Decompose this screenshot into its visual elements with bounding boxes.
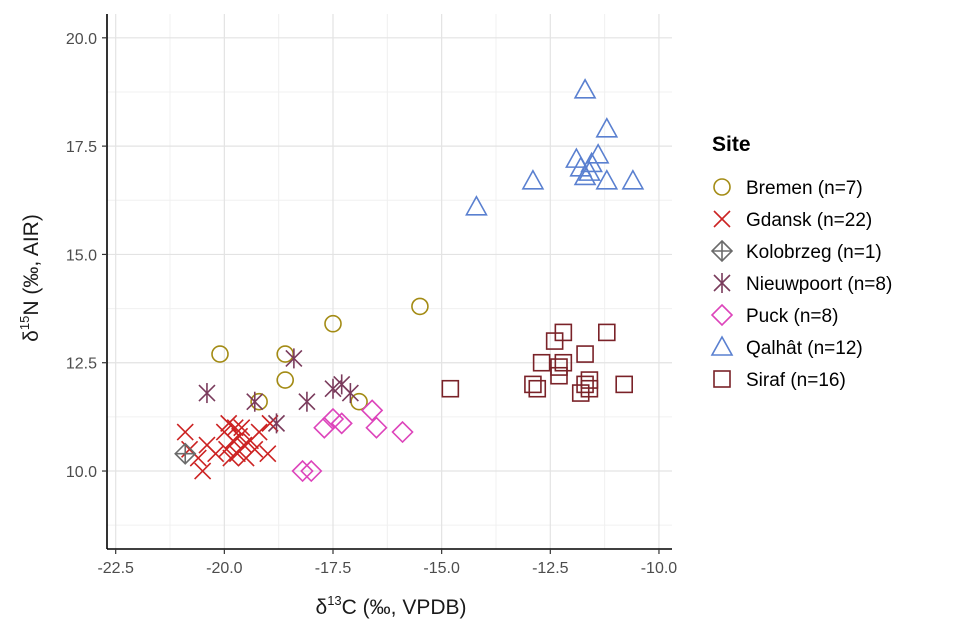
data-point [189, 449, 207, 467]
x-tick-label: -20.0 [206, 560, 243, 577]
data-point [441, 379, 460, 398]
data-point [324, 314, 342, 333]
data-point [276, 345, 294, 363]
data-point [313, 416, 336, 439]
y-tick-label: 17.5 [66, 139, 97, 156]
legend-label: Nieuwpoort (n=8) [746, 274, 892, 295]
legend-marker [713, 210, 731, 228]
x-tick-label: -17.5 [315, 560, 352, 577]
data-point [198, 383, 216, 404]
y-tick-label: 20.0 [66, 31, 97, 48]
x-tick-label: -22.5 [97, 560, 134, 577]
data-point [176, 423, 194, 441]
data-point [211, 345, 229, 363]
data-point [550, 358, 568, 376]
data-point [598, 323, 616, 342]
data-point [521, 169, 545, 190]
data-point [554, 323, 573, 342]
legend-marker [710, 303, 734, 327]
data-point [250, 392, 268, 411]
x-tick-label: -12.5 [532, 560, 569, 577]
data-point [300, 459, 323, 483]
legend-label: Puck (n=8) [746, 306, 838, 327]
legend-label: Gdansk (n=22) [746, 210, 872, 231]
legend-label: Bremen (n=7) [746, 178, 863, 199]
series [174, 442, 197, 465]
data-point [207, 445, 225, 463]
y-tick-label: 15.0 [66, 247, 97, 264]
data-point [259, 445, 277, 463]
x-axis-title: δ13C (‰, VPDB) [315, 593, 466, 619]
tick-labels: -22.5 -20.0 -17.5 -15.0 -12.5 -10.0 10.0 12.5 15… [66, 31, 677, 577]
legend-item: Kolobrzeg (n=1) [710, 239, 882, 263]
data-point [576, 375, 594, 394]
data-point [360, 399, 384, 422]
series [465, 78, 645, 216]
data-point [576, 345, 594, 363]
data-point [586, 143, 610, 164]
data-point [246, 440, 264, 458]
data-point [261, 414, 279, 432]
data-point [291, 459, 314, 483]
data-point [246, 391, 264, 412]
legend-label: Qalhât (n=12) [746, 338, 863, 359]
legend-title: Site [712, 133, 751, 156]
legend-marker [713, 370, 731, 388]
legend-item: Siraf (n=16) [713, 370, 846, 391]
legend-marker [713, 273, 731, 293]
legend-item: Nieuwpoort (n=8) [713, 273, 892, 295]
data-point [365, 416, 388, 439]
legend-label: Siraf (n=16) [746, 370, 846, 391]
data-point [621, 169, 645, 190]
series [291, 399, 414, 483]
data-point [532, 353, 551, 372]
y-axis-title: δ15N (‰, AIR) [17, 214, 43, 342]
y-tick-label: 12.5 [66, 356, 97, 373]
grid [107, 14, 672, 549]
data-point [267, 413, 286, 434]
data-point [595, 169, 619, 190]
data-point [528, 379, 547, 398]
legend-marker [710, 239, 734, 263]
data-point [285, 348, 303, 369]
data-points [174, 78, 645, 483]
data-point [341, 383, 359, 404]
series [176, 414, 279, 480]
data-point [573, 164, 597, 186]
data-point [330, 412, 353, 435]
data-point [324, 378, 342, 399]
data-point [411, 297, 429, 316]
data-point [233, 419, 251, 437]
series [441, 323, 633, 402]
data-point [174, 442, 197, 465]
legend-marker [713, 178, 731, 196]
data-point [276, 371, 294, 389]
legend-item: Gdansk (n=22) [713, 210, 872, 231]
x-tick-label: -10.0 [641, 560, 678, 577]
data-point [573, 78, 597, 99]
legend-label: Kolobrzeg (n=1) [746, 242, 882, 263]
legend-item: Qalhât (n=12) [710, 335, 863, 359]
data-point [554, 353, 573, 372]
data-point [391, 420, 414, 444]
series [198, 348, 359, 434]
series [211, 297, 429, 411]
data-point [465, 195, 488, 216]
data-point [194, 462, 212, 480]
y-tick-label: 10.0 [66, 464, 97, 481]
data-point [580, 379, 599, 398]
x-tick-label: -15.0 [423, 560, 460, 577]
legend: Site Bremen (n=7) Gdansk (n=22) Kolobrzeg … [710, 133, 892, 391]
legend-marker [710, 335, 734, 356]
legend-item: Puck (n=8) [710, 303, 838, 327]
data-point [615, 375, 633, 394]
data-point [595, 117, 619, 138]
data-point [226, 419, 244, 437]
data-point [250, 423, 268, 441]
legend-item: Bremen (n=7) [713, 178, 863, 199]
axes [102, 14, 672, 554]
data-point [524, 375, 542, 394]
data-point [298, 391, 316, 412]
